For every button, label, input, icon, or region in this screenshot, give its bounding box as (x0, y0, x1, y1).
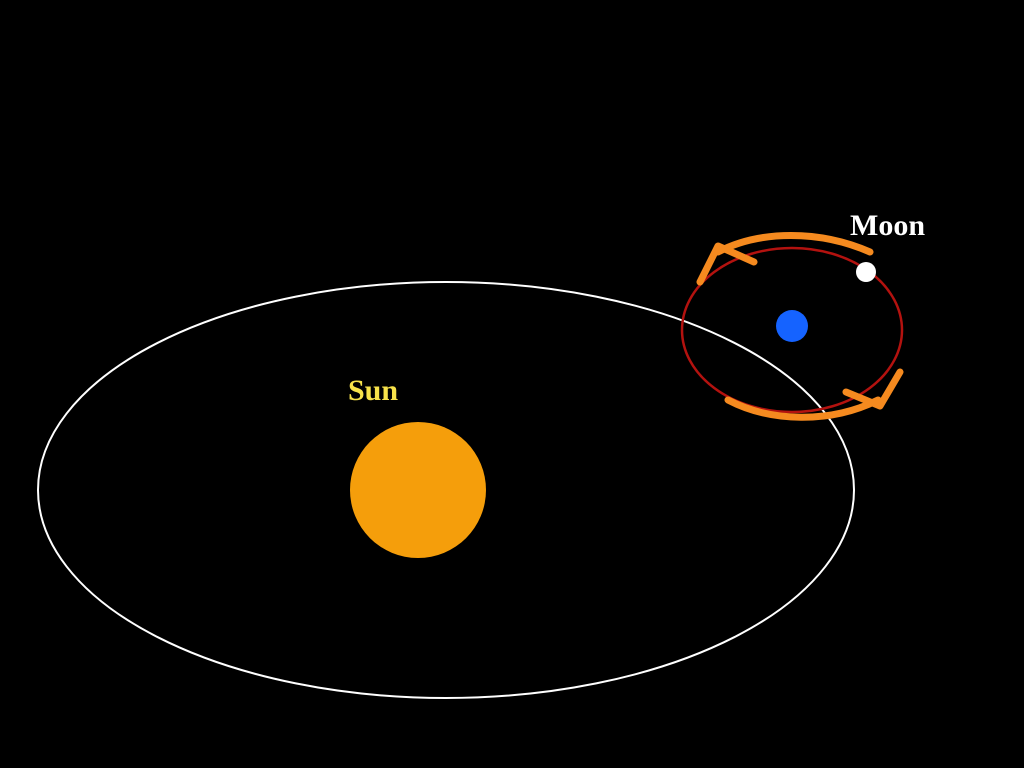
moon-label: Moon (850, 209, 925, 243)
moon-body (856, 262, 876, 282)
diagram-svg (0, 0, 1024, 768)
diagram-stage: Sun Moon (0, 0, 1024, 768)
sun-body (350, 422, 486, 558)
annotation-arrow-shaft-1 (728, 400, 878, 417)
annotation-arrow-shaft-0 (718, 236, 870, 253)
earth-body (776, 310, 808, 342)
sun-label: Sun (348, 374, 398, 408)
annotation-arrow-head-1 (846, 372, 900, 406)
